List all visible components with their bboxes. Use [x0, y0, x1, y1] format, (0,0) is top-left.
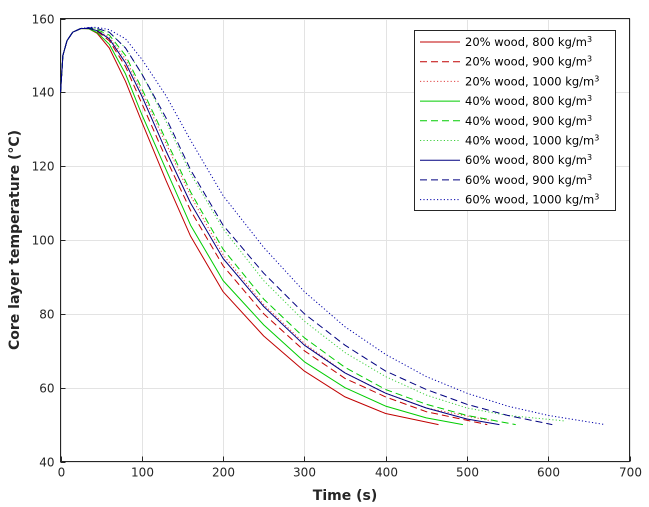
series-line-2 [60, 28, 488, 426]
x-tick-label: 200 [212, 466, 235, 480]
y-tick-label: 100 [32, 234, 55, 248]
x-tick-label: 100 [131, 466, 154, 480]
legend-label-4: 40% wood, 800 kg/m3 [465, 94, 592, 109]
x-tick-label: 0 [58, 466, 66, 480]
y-tick-label: 40 [39, 456, 54, 470]
series-line-4 [60, 28, 463, 426]
series-line-9 [60, 26, 606, 426]
series-group [60, 26, 606, 426]
x-tick-label: 700 [619, 466, 642, 480]
legend-label-6: 40% wood, 1000 kg/m3 [465, 133, 599, 148]
legend-label-1: 20% wood, 800 kg/m3 [465, 35, 592, 50]
legend-label-7: 60% wood, 800 kg/m3 [465, 153, 592, 168]
y-axis-ticks: 40 60 80 100 120 140 160 [32, 13, 66, 470]
series-line-7 [60, 28, 500, 426]
x-tick-label: 500 [456, 466, 479, 480]
legend-label-2: 20% wood, 900 kg/m3 [465, 54, 592, 69]
x-tick-label: 400 [375, 466, 398, 480]
x-axis-label: Time (s) [313, 488, 377, 504]
series-line-5 [60, 27, 516, 426]
series-line-8 [60, 27, 553, 426]
y-tick-label: 140 [32, 86, 55, 100]
legend-label-5: 40% wood, 900 kg/m3 [465, 113, 592, 128]
x-tick-label: 300 [293, 466, 316, 480]
legend-label-9: 60% wood, 1000 kg/m3 [465, 192, 599, 207]
x-tick-label: 600 [537, 466, 560, 480]
legend: 20% wood, 800 kg/m3 20% wood, 900 kg/m3 20… [414, 30, 616, 211]
y-tick-label: 160 [32, 13, 55, 27]
legend-label-3: 20% wood, 1000 kg/m3 [465, 74, 599, 89]
legend-label-8: 60% wood, 900 kg/m3 [465, 172, 592, 187]
x-axis-ticks: 0 100 200 300 400 500 600 700 [58, 456, 642, 480]
series-line-1 [60, 28, 439, 426]
y-tick-label: 80 [39, 308, 54, 322]
y-tick-label: 120 [32, 160, 55, 174]
y-axis-label: Core layer temperature (°C) [7, 130, 23, 350]
y-tick-label: 60 [39, 382, 54, 396]
